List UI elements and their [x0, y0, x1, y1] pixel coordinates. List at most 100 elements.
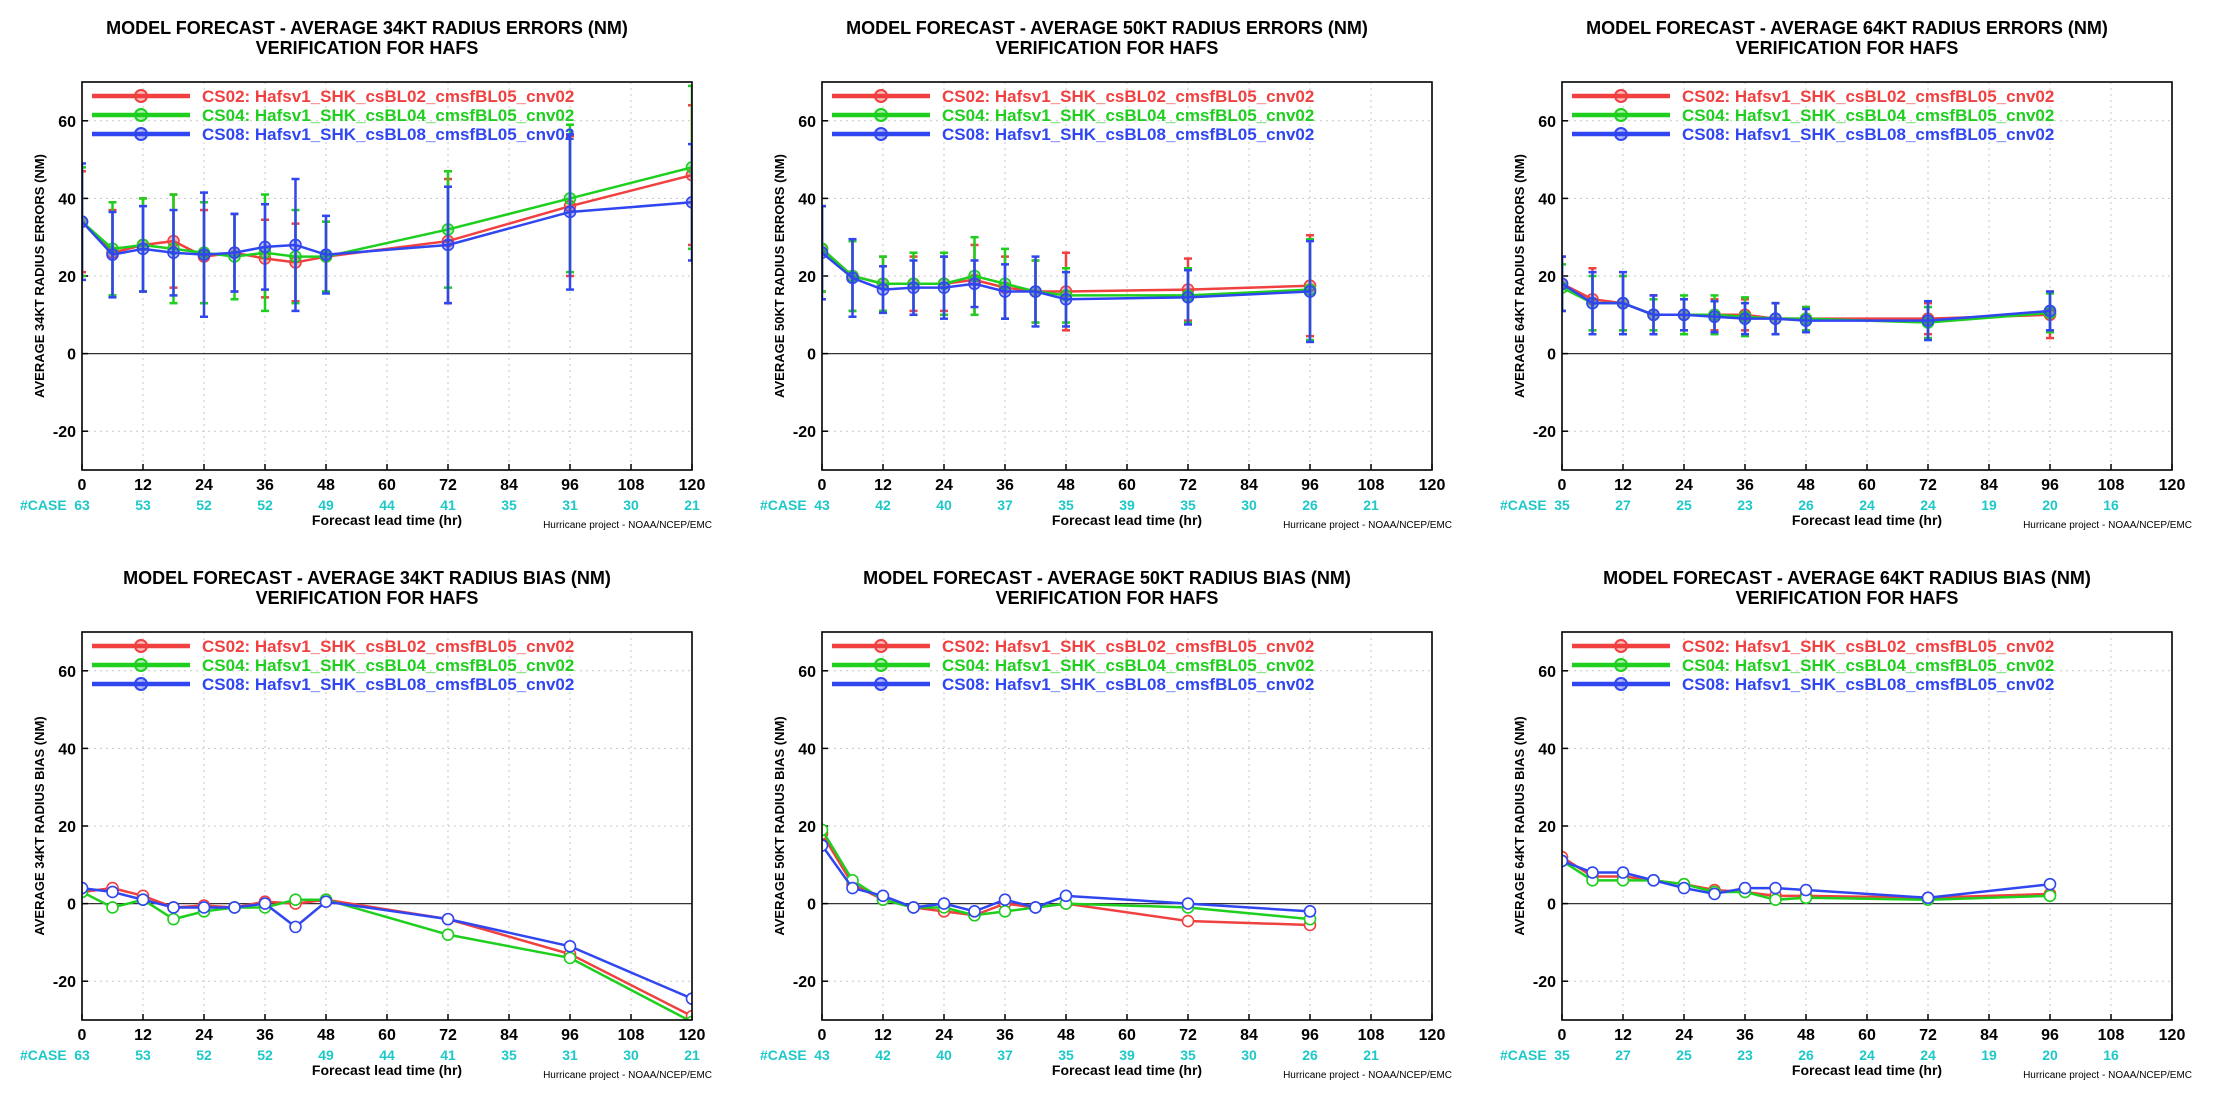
- legend-marker-CS02: [874, 639, 888, 653]
- case-count: 21: [684, 1047, 700, 1063]
- data-point-CS08: [441, 238, 455, 252]
- data-point-CS08: [685, 992, 692, 1005]
- credit-text: Hurricane project - NOAA/NCEP/EMC: [543, 520, 712, 531]
- x-tick-label: 48: [1797, 477, 1815, 494]
- chart-title: MODEL FORECAST - AVERAGE 50KT RADIUS BIA…: [863, 568, 1351, 588]
- data-point-CS08: [82, 215, 89, 228]
- chart-panel-2: MODEL FORECAST - AVERAGE 50KT RADIUS ERR…: [760, 18, 1452, 531]
- data-point-CS08: [2043, 877, 2057, 891]
- case-count: 25: [1676, 497, 1692, 513]
- data-point-CS08: [197, 901, 211, 914]
- y-tick-label: 20: [58, 819, 76, 836]
- case-count: 24: [1920, 497, 1936, 513]
- data-point-CS08: [319, 248, 333, 261]
- y-tick-label: 40: [798, 191, 816, 208]
- x-tick-label: 72: [1179, 1027, 1197, 1044]
- legend-label-CS08: CS08: Hafsv1_SHK_csBL08_cmsfBL05_cnv02: [202, 675, 574, 694]
- legend-label-CS02: CS02: Hafsv1_SHK_csBL02_cmsfBL05_cnv02: [202, 637, 574, 656]
- y-axis-label: AVERAGE 50KT RADIUS ERRORS (NM): [772, 154, 787, 398]
- case-count: 42: [875, 497, 891, 513]
- plot-frame: [81, 81, 693, 471]
- data-point-CS08: [289, 920, 302, 934]
- case-label: #CASE: [1500, 497, 1547, 513]
- case-count: 20: [2042, 497, 2058, 513]
- case-count: 16: [2103, 1047, 2119, 1063]
- data-point-CS08: [1738, 312, 1752, 325]
- legend-marker-CS08: [874, 677, 888, 691]
- data-point-CS08: [167, 246, 180, 260]
- case-count: 26: [1302, 1047, 1318, 1063]
- data-point-CS08: [1708, 310, 1721, 324]
- x-axis-label: Forecast lead time (hr): [1052, 1062, 1202, 1078]
- data-point-CS08: [1921, 891, 1935, 905]
- chart-subtitle: VERIFICATION FOR HAFS: [256, 38, 479, 58]
- case-count: 43: [814, 497, 830, 513]
- x-tick-label: 108: [618, 477, 645, 494]
- data-point-CS02: [1181, 914, 1195, 928]
- data-point-CS08: [822, 246, 829, 260]
- y-tick-label: 60: [1538, 664, 1556, 681]
- y-tick-label: 0: [807, 897, 816, 914]
- plot-frame: [81, 631, 693, 1021]
- case-count: 52: [257, 1047, 273, 1063]
- case-count: 31: [562, 497, 578, 513]
- data-point-CS08: [1029, 285, 1042, 298]
- case-count: 26: [1302, 497, 1318, 513]
- series-line-CS08: [1562, 282, 2051, 322]
- data-point-CS08: [846, 881, 859, 895]
- case-count: 35: [1180, 1047, 1196, 1063]
- legend-marker-CS04: [1614, 658, 1628, 672]
- data-point-CS04: [2043, 889, 2057, 903]
- credit-text: Hurricane project - NOAA/NCEP/EMC: [1283, 1070, 1452, 1081]
- x-tick-label: 84: [1980, 477, 1998, 494]
- data-point-CS08: [876, 283, 890, 296]
- x-tick-label: 120: [1419, 1027, 1446, 1044]
- data-point-CS08: [1708, 887, 1721, 901]
- chart-subtitle: VERIFICATION FOR HAFS: [1736, 38, 1959, 58]
- legend-label-CS02: CS02: Hafsv1_SHK_csBL02_cmsfBL05_cnv02: [942, 637, 1314, 656]
- legend-label-CS02: CS02: Hafsv1_SHK_csBL02_cmsfBL05_cnv02: [202, 87, 574, 106]
- case-count: 53: [135, 1047, 151, 1063]
- series-group: [82, 84, 692, 318]
- legend-marker-CS02: [1614, 639, 1628, 653]
- x-tick-label: 36: [256, 477, 274, 494]
- x-axis-label: Forecast lead time (hr): [312, 512, 462, 528]
- case-count: 37: [997, 1047, 1013, 1063]
- chart-panel-5: MODEL FORECAST - AVERAGE 50KT RADIUS BIA…: [760, 568, 1452, 1081]
- data-point-CS08: [1799, 883, 1813, 897]
- chart-title: MODEL FORECAST - AVERAGE 34KT RADIUS BIA…: [123, 568, 611, 588]
- x-tick-label: 84: [1980, 1027, 1998, 1044]
- x-tick-label: 24: [1675, 477, 1693, 494]
- case-count: 37: [997, 497, 1013, 513]
- x-tick-label: 108: [1358, 477, 1385, 494]
- data-point-CS08: [1647, 874, 1660, 887]
- case-count: 52: [196, 1047, 212, 1063]
- y-tick-label: 60: [58, 664, 76, 681]
- y-tick-label: 20: [798, 269, 816, 286]
- data-point-CS08: [1616, 866, 1630, 879]
- data-point-CS08: [563, 939, 577, 953]
- data-point-CS08: [441, 912, 455, 926]
- legend-marker-CS04: [134, 108, 148, 122]
- x-tick-label: 108: [1358, 1027, 1385, 1044]
- x-tick-label: 72: [1919, 477, 1937, 494]
- x-tick-label: 84: [1240, 1027, 1258, 1044]
- data-point-CS08: [1029, 901, 1042, 914]
- chart-title: MODEL FORECAST - AVERAGE 64KT RADIUS ERR…: [1586, 18, 2108, 38]
- series-group: [822, 823, 1317, 932]
- x-tick-label: 24: [935, 1027, 953, 1044]
- y-tick-label: -20: [1533, 974, 1556, 991]
- legend-label-CS02: CS02: Hafsv1_SHK_csBL02_cmsfBL05_cnv02: [1682, 87, 2054, 106]
- x-tick-label: 60: [378, 1027, 396, 1044]
- y-tick-label: 40: [58, 741, 76, 758]
- data-point-CS08: [1799, 314, 1813, 327]
- legend-label-CS02: CS02: Hafsv1_SHK_csBL02_cmsfBL05_cnv02: [1682, 637, 2054, 656]
- legend-label-CS08: CS08: Hafsv1_SHK_csBL08_cmsfBL05_cnv02: [942, 125, 1314, 144]
- data-point-CS08: [1586, 866, 1599, 879]
- legend-label-CS08: CS08: Hafsv1_SHK_csBL08_cmsfBL05_cnv02: [1682, 125, 2054, 144]
- x-tick-label: 60: [378, 477, 396, 494]
- x-tick-label: 0: [78, 1027, 87, 1044]
- y-tick-label: 60: [1538, 114, 1556, 131]
- data-point-CS04: [106, 901, 119, 914]
- case-count: 49: [318, 1047, 334, 1063]
